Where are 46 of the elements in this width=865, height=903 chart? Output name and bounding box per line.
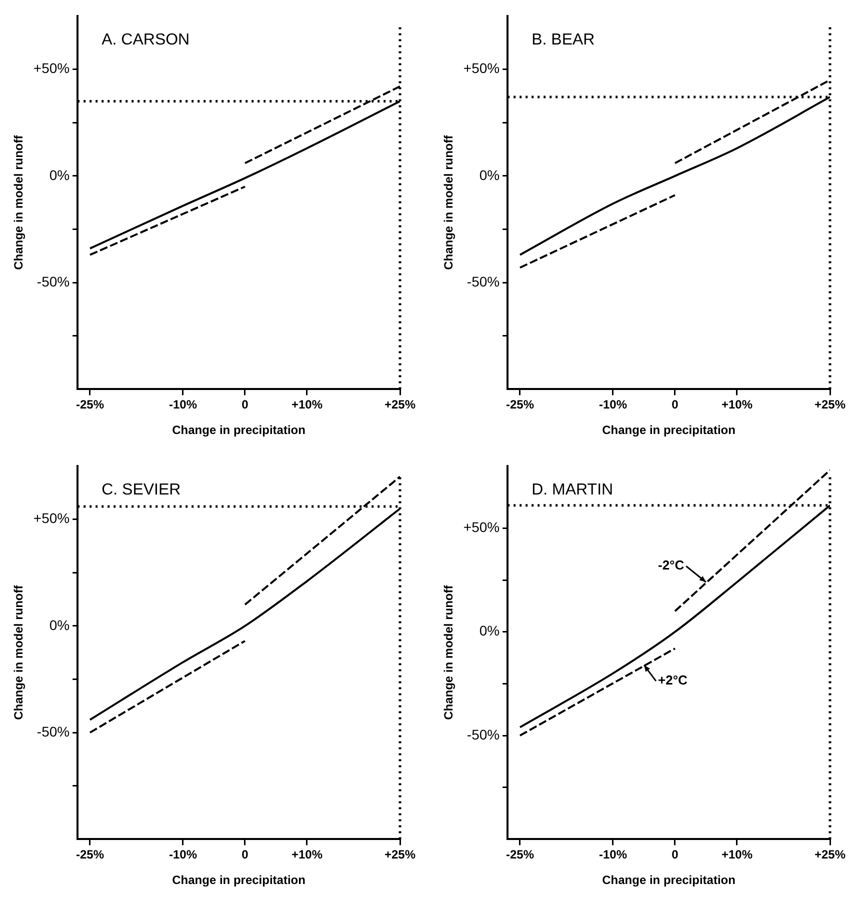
y-tick-label: -50% — [36, 723, 70, 740]
x-tick-label: +25% — [814, 848, 846, 862]
text: D. MARTIN — [532, 481, 614, 498]
y-tick-label: 0% — [479, 166, 500, 183]
y-axis-title: Change in model runoff — [12, 134, 26, 270]
y-tick-label: 0% — [49, 166, 70, 183]
x-tick-label: 0 — [672, 848, 679, 862]
text: A. CARSON — [102, 31, 190, 48]
x-tick-label: +10% — [291, 848, 323, 862]
x-tick-label: 0 — [242, 848, 249, 862]
y-tick-label: -50% — [466, 273, 500, 290]
x-axis-title: Change in precipitation — [602, 873, 736, 888]
x-axis-title: Change in precipitation — [602, 423, 736, 438]
x-tick-label: +25% — [384, 398, 416, 412]
y-axis-title: Change in model runoff — [442, 134, 456, 270]
y-axis-title: Change in model runoff — [442, 584, 456, 720]
x-tick-label: +25% — [814, 398, 846, 412]
x-tick-label: +10% — [721, 848, 753, 862]
x-tick-label: 0 — [242, 398, 249, 412]
y-tick-label: -50% — [466, 726, 500, 742]
x-tick-label: +10% — [721, 398, 753, 412]
x-tick-label: -25% — [76, 398, 104, 412]
annotation: -2°C — [658, 558, 685, 573]
x-tick-label: -25% — [506, 848, 534, 862]
x-tick-label: -10% — [598, 848, 628, 862]
x-tick-label: -25% — [506, 398, 534, 412]
y-tick-label: +50% — [463, 60, 500, 76]
text: B. BEAR — [532, 31, 595, 48]
x-tick-label: +25% — [384, 848, 416, 862]
y-tick-label: +50% — [463, 519, 500, 536]
annotation: +2°C — [658, 672, 688, 688]
y-axis-title: Change in model runoff — [12, 584, 26, 720]
x-tick-label: -25% — [76, 848, 104, 862]
y-tick-label: 0% — [49, 616, 70, 633]
y-tick-label: +50% — [33, 510, 70, 526]
y-tick-label: 0% — [479, 622, 500, 639]
x-tick-label: -10% — [598, 398, 628, 412]
x-tick-label: 0 — [672, 398, 679, 412]
x-tick-label: -10% — [168, 848, 198, 862]
y-tick-label: +50% — [33, 60, 70, 76]
y-tick-label: -50% — [36, 273, 70, 290]
x-axis-title: Change in precipitation — [172, 423, 306, 438]
text: C. SEVIER — [102, 481, 181, 498]
x-tick-label: +10% — [291, 398, 323, 412]
x-tick-label: -10% — [168, 398, 198, 412]
x-axis-title: Change in precipitation — [172, 873, 306, 888]
